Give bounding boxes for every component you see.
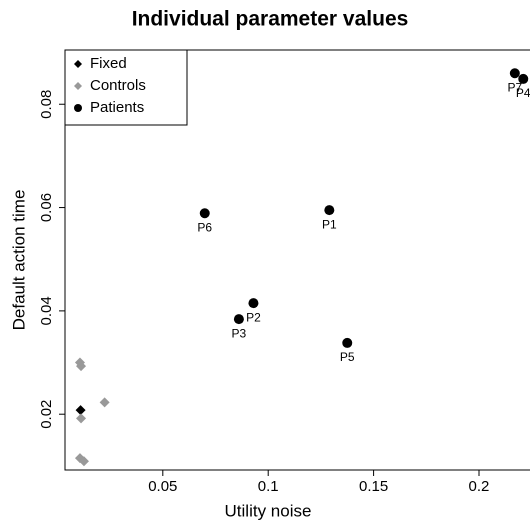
- point: [199, 208, 210, 219]
- point-label: P1: [322, 217, 337, 231]
- point: [76, 361, 87, 372]
- legend-marker: [74, 82, 82, 90]
- x-tick-label: 0.2: [469, 478, 490, 495]
- point: [99, 397, 110, 408]
- point-label: P5: [340, 350, 355, 364]
- point: [76, 413, 87, 424]
- legend-label: Fixed: [90, 55, 127, 72]
- point: [324, 205, 335, 216]
- point-label: P7: [507, 80, 522, 94]
- legend-label: Controls: [90, 77, 146, 94]
- y-axis-label: Default action time: [9, 190, 28, 331]
- point-label: P3: [232, 326, 247, 340]
- point: [233, 314, 244, 325]
- chart-title: Individual parameter values: [132, 8, 409, 31]
- legend-label: Patients: [90, 99, 144, 116]
- point-label: P6: [197, 220, 212, 234]
- y-tick-label: 0.06: [38, 193, 55, 222]
- point: [75, 405, 86, 416]
- point: [342, 337, 353, 348]
- legend-marker: [74, 60, 82, 68]
- x-tick-label: 0.1: [258, 478, 279, 495]
- point: [248, 298, 259, 309]
- x-tick-label: 0.05: [148, 478, 177, 495]
- legend-marker: [74, 104, 82, 112]
- x-axis-label: Utility noise: [225, 501, 312, 520]
- y-tick-label: 0.04: [38, 296, 55, 325]
- plot-frame: [64, 49, 530, 471]
- point: [518, 73, 529, 84]
- y-tick-label: 0.02: [38, 400, 55, 429]
- legend-box: [64, 49, 188, 126]
- x-tick-label: 0.15: [359, 478, 388, 495]
- point: [509, 68, 520, 79]
- y-tick-label: 0.08: [38, 90, 55, 119]
- point-label: P2: [246, 310, 261, 324]
- point-label: P4: [516, 86, 530, 100]
- point: [78, 456, 89, 467]
